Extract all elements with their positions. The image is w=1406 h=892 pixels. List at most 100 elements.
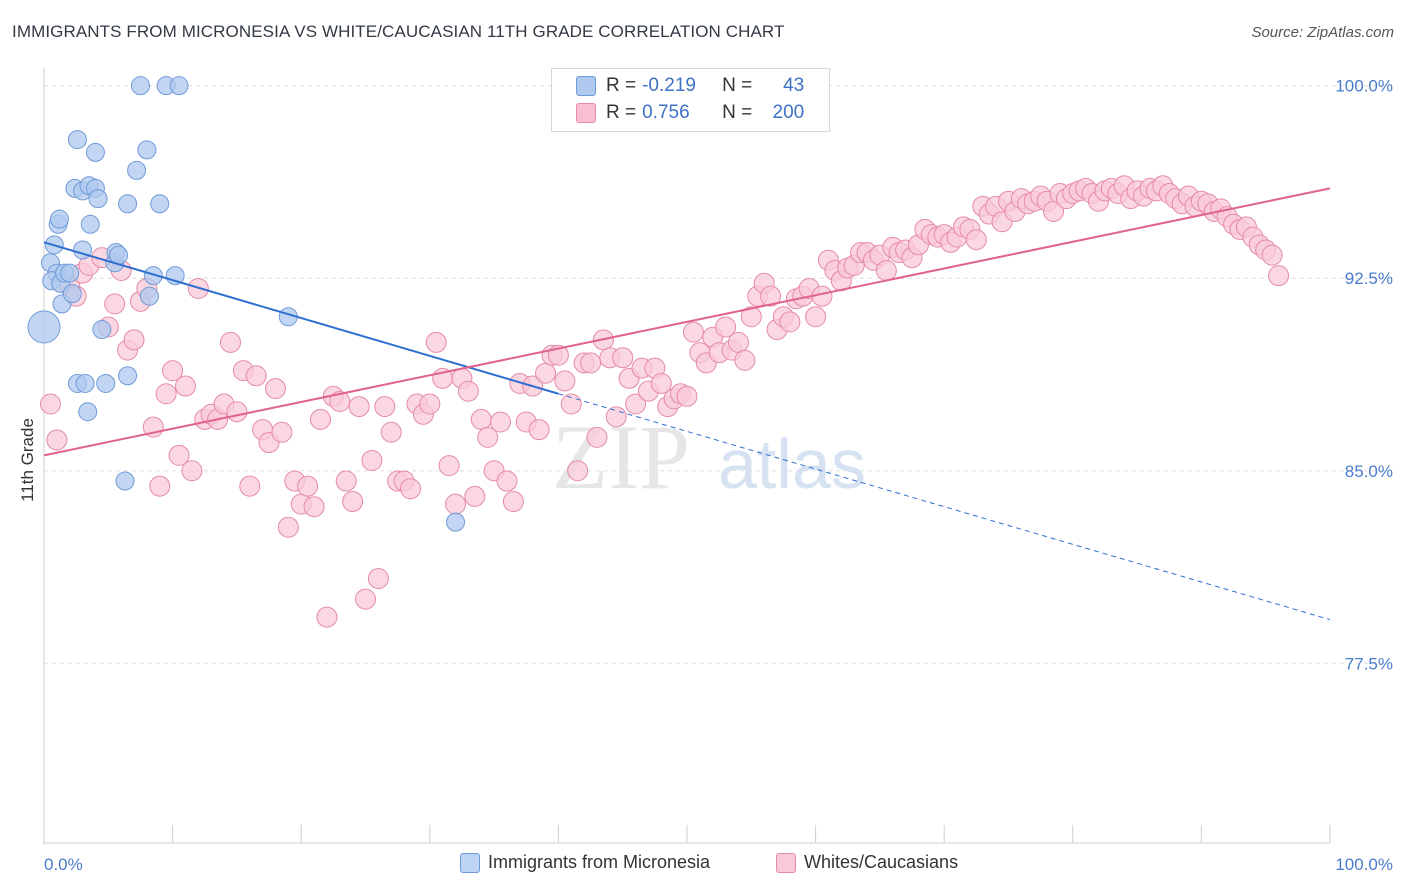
whites-point-78 xyxy=(554,370,576,392)
whites-point-86 xyxy=(605,406,627,428)
y-tick-label: 100.0% xyxy=(1335,77,1393,96)
trend-line-micronesia xyxy=(43,241,559,395)
micronesia-point-9 xyxy=(62,284,82,304)
whites-point-33 xyxy=(264,378,286,400)
whites-point-18 xyxy=(168,444,190,466)
whites-point-142 xyxy=(965,229,987,251)
trend-line-whites xyxy=(43,187,1331,457)
whites-point-188 xyxy=(1261,244,1283,266)
whites-point-46 xyxy=(348,396,370,418)
whites-point-1 xyxy=(46,429,68,451)
whites-point-68 xyxy=(490,411,512,433)
micronesia-point-31 xyxy=(92,320,112,340)
whites-point-107 xyxy=(740,306,762,328)
whites-point-26 xyxy=(219,331,241,353)
chart-title: IMMIGRANTS FROM MICRONESIA VS WHITE/CAUC… xyxy=(12,22,785,41)
legend-swatch-whites xyxy=(776,852,796,873)
grid-lines xyxy=(44,85,1390,664)
legend-item-whites[interactable]: Whites/Caucasians xyxy=(776,852,958,873)
series-immigrants-from-micronesia xyxy=(27,76,466,532)
stats-row-whites: R = 0.756 N = 200 xyxy=(576,102,804,124)
micronesia-point-25 xyxy=(150,194,170,214)
micronesia-point-22 xyxy=(127,160,147,180)
micronesia-point-36 xyxy=(78,402,98,422)
stats-r-label: R = xyxy=(606,102,637,123)
whites-point-189 xyxy=(1268,265,1290,287)
whites-point-39 xyxy=(303,496,325,518)
stats-r-label: R = xyxy=(606,75,637,96)
whites-point-35 xyxy=(277,516,299,538)
whites-point-58 xyxy=(425,331,447,353)
watermark: ZIP atlas xyxy=(552,406,866,508)
whites-point-89 xyxy=(625,393,647,415)
stats-n-value: 200 xyxy=(772,102,805,123)
whites-point-60 xyxy=(438,455,460,477)
whites-point-57 xyxy=(419,393,441,415)
micronesia-point-14 xyxy=(85,142,105,162)
whites-point-48 xyxy=(361,449,383,471)
whites-point-17 xyxy=(162,360,184,382)
trend-lines xyxy=(43,187,1331,621)
whites-point-30 xyxy=(245,365,267,387)
whites-point-47 xyxy=(355,588,376,610)
whites-point-16 xyxy=(155,383,177,405)
micronesia-point-7 xyxy=(60,263,80,283)
whites-point-63 xyxy=(457,380,479,402)
micronesia-point-23 xyxy=(137,140,157,160)
whites-point-43 xyxy=(329,390,351,412)
whites-point-44 xyxy=(335,470,357,492)
micronesia-point-16 xyxy=(88,189,108,209)
whites-point-106 xyxy=(734,349,756,371)
stats-r-value: -0.219 xyxy=(642,75,696,96)
y-tick-label: 77.5% xyxy=(1345,654,1393,673)
whites-point-66 xyxy=(477,426,499,448)
whites-point-65 xyxy=(470,408,492,430)
whites-point-80 xyxy=(567,460,589,482)
micronesia-point-30 xyxy=(139,286,159,306)
whites-point-64 xyxy=(464,485,486,507)
whites-point-50 xyxy=(374,396,396,418)
bottom-legend: Immigrants from Micronesia Whites/Caucas… xyxy=(0,852,1406,878)
x-tick-label: 100.0% xyxy=(1335,855,1393,874)
whites-point-15 xyxy=(149,475,171,497)
x-tick-labels: 0.0% 100.0% xyxy=(44,855,1393,874)
whites-point-0 xyxy=(39,393,61,415)
whites-point-128 xyxy=(875,260,897,282)
whites-point-69 xyxy=(496,470,518,492)
whites-point-105 xyxy=(727,331,749,353)
legend-item-micronesia[interactable]: Immigrants from Micronesia xyxy=(460,852,710,873)
whites-point-45 xyxy=(342,491,364,513)
micronesia-point-28 xyxy=(169,76,189,96)
micronesia-point-17 xyxy=(80,214,100,234)
series-whites-caucasians xyxy=(39,175,1290,628)
whites-point-41 xyxy=(316,606,338,628)
stats-row-micronesia: R = -0.219 N = 43 xyxy=(576,75,804,97)
whites-point-29 xyxy=(239,475,261,497)
whites-point-74 xyxy=(528,419,550,441)
stats-n-label: N = xyxy=(722,75,753,96)
x-tick-label: 0.0% xyxy=(44,855,83,874)
stats-swatch-whites xyxy=(576,103,596,123)
stats-swatch-micronesia xyxy=(576,76,596,96)
whites-point-49 xyxy=(367,568,389,590)
whites-point-103 xyxy=(715,316,737,338)
whites-point-19 xyxy=(174,375,196,397)
micronesia-point-41 xyxy=(49,209,69,229)
watermark-atlas: atlas xyxy=(718,425,866,503)
micronesia-point-37 xyxy=(115,471,135,491)
micronesia-point-39 xyxy=(446,512,466,532)
y-tick-label: 92.5% xyxy=(1345,269,1393,288)
whites-point-61 xyxy=(445,493,467,515)
micronesia-point-24 xyxy=(143,266,163,286)
whites-point-54 xyxy=(400,478,422,500)
legend-label-whites: Whites/Caucasians xyxy=(804,852,959,872)
whites-point-117 xyxy=(805,306,827,328)
micronesia-point-11 xyxy=(67,130,87,150)
whites-point-40 xyxy=(309,408,331,430)
whites-point-97 xyxy=(676,385,698,407)
stats-legend: R = -0.219 N = 43 R = 0.756 N = 200 xyxy=(551,68,830,132)
whites-point-83 xyxy=(586,426,608,448)
legend-label-micronesia: Immigrants from Micronesia xyxy=(488,852,711,872)
micronesia-point-34 xyxy=(75,373,95,393)
